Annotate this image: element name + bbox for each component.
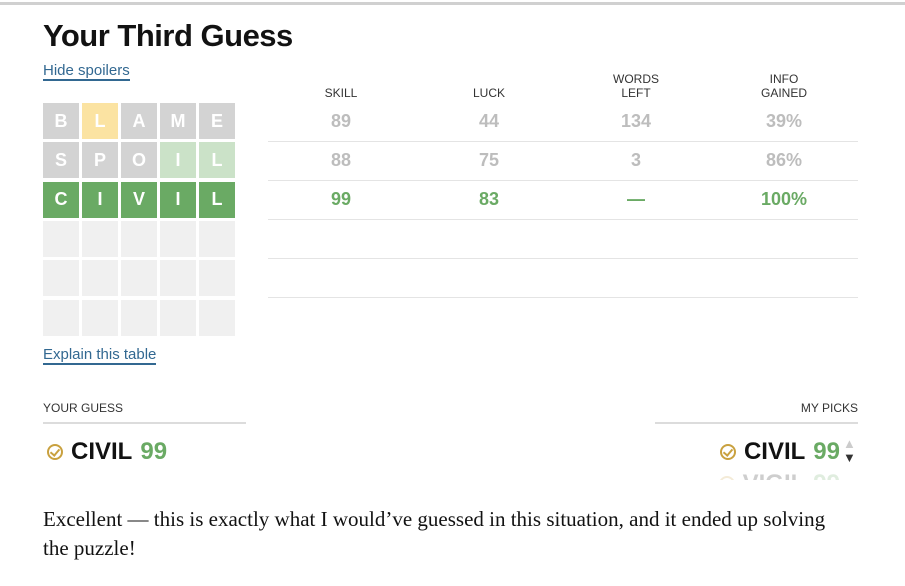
tile-absent: P xyxy=(82,142,118,179)
tile-correct: I xyxy=(82,181,118,218)
tile-correct: L xyxy=(199,181,235,218)
your-guess: CIVIL 99 xyxy=(47,438,167,466)
tile-correct-faded: I xyxy=(160,142,196,179)
my-picks-label: MY PICKS xyxy=(800,401,858,415)
result-message: Excellent — this is exactly what I would… xyxy=(43,507,826,560)
row-divider xyxy=(268,258,858,259)
tile-correct: I xyxy=(160,181,196,218)
tile-empty xyxy=(160,260,196,297)
my-picks-list[interactable]: CIVIL 99 VIGIL 99 xyxy=(640,436,840,480)
tile-empty xyxy=(160,220,196,257)
tile-empty xyxy=(121,299,157,336)
row-divider xyxy=(268,180,858,181)
table-cell: 134 xyxy=(620,111,652,131)
tile-absent: B xyxy=(43,103,79,139)
row-divider xyxy=(268,141,858,142)
table-cell: 88 xyxy=(330,150,352,170)
table-cell: 86% xyxy=(765,150,803,170)
explain-table-link[interactable]: Explain this table xyxy=(43,346,157,365)
target-check-icon xyxy=(719,444,736,460)
tile-absent: M xyxy=(160,103,196,139)
tile-correct-faded: L xyxy=(199,142,235,179)
hide-spoilers-link[interactable]: Hide spoilers xyxy=(43,62,130,81)
tile-empty xyxy=(199,220,235,257)
table-cell: 99 xyxy=(330,189,352,209)
table-cell: 3 xyxy=(630,150,641,170)
pick-score: 99 xyxy=(813,470,840,480)
tile-absent: E xyxy=(199,103,235,139)
divider xyxy=(655,422,858,424)
guess-word: CIVIL xyxy=(71,438,133,465)
tile-empty xyxy=(82,299,118,336)
pick-score: 99 xyxy=(813,438,840,465)
tile-empty xyxy=(121,220,157,257)
table-cell: 75 xyxy=(478,150,500,170)
guess-score: 99 xyxy=(140,438,168,465)
column-header: SKILL xyxy=(324,86,358,100)
table-cell: — xyxy=(627,189,645,209)
top-border xyxy=(0,2,905,5)
tile-empty xyxy=(160,299,196,336)
row-divider xyxy=(268,219,858,220)
pick-word: VIGIL xyxy=(743,470,806,480)
tile-correct: C xyxy=(43,181,79,218)
tile-absent: O xyxy=(121,142,157,179)
chevron-down-icon[interactable]: ▼ xyxy=(843,450,856,465)
table-cell: 39% xyxy=(765,111,803,131)
tile-empty xyxy=(43,220,79,257)
column-header: WORDS LEFT xyxy=(613,72,659,100)
pick-word: CIVIL xyxy=(743,438,806,465)
tile-empty xyxy=(82,260,118,297)
table-cell: 83 xyxy=(478,189,500,209)
pick-stepper[interactable]: ▲ ▼ xyxy=(843,437,856,465)
your-guess-label: YOUR GUESS xyxy=(43,401,124,415)
tile-absent: S xyxy=(43,142,79,179)
tile-present: L xyxy=(82,103,118,139)
tile-correct: V xyxy=(121,181,157,218)
tile-empty xyxy=(199,260,235,297)
table-cell: 100% xyxy=(760,189,808,209)
table-cell: 89 xyxy=(330,111,352,131)
tile-empty xyxy=(199,299,235,336)
tile-empty xyxy=(43,299,79,336)
chevron-up-icon[interactable]: ▲ xyxy=(843,436,856,451)
divider xyxy=(43,422,246,424)
pick-item-next: VIGIL 99 xyxy=(718,470,840,480)
row-divider xyxy=(268,297,858,298)
tile-empty xyxy=(121,260,157,297)
target-check-icon xyxy=(718,476,735,480)
tile-absent: A xyxy=(121,103,157,139)
page-title: Your Third Guess xyxy=(43,18,293,53)
pick-item: CIVIL 99 xyxy=(719,438,840,466)
tile-empty xyxy=(43,260,79,297)
column-header: INFO GAINED xyxy=(760,72,807,100)
target-check-icon xyxy=(47,444,63,460)
table-cell: 44 xyxy=(478,111,500,131)
tile-empty xyxy=(82,220,118,257)
column-header: LUCK xyxy=(472,86,505,100)
